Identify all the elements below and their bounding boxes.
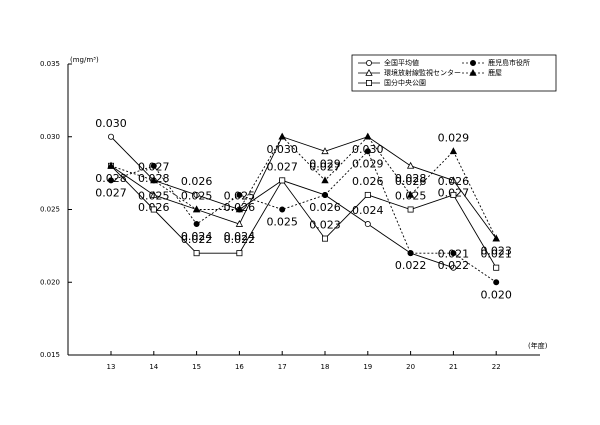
value-label: 0.027 bbox=[138, 160, 170, 173]
x-tick-label: 17 bbox=[278, 363, 287, 371]
x-tick-label: 21 bbox=[449, 363, 458, 371]
data-point bbox=[321, 191, 328, 198]
legend-label: 国分中央公園 bbox=[384, 78, 426, 87]
value-label: 0.026 bbox=[309, 201, 341, 214]
data-point bbox=[450, 191, 457, 198]
legend-label: 環境放射線監視センター bbox=[384, 68, 461, 77]
x-unit-label: (年度) bbox=[528, 341, 548, 350]
data-point bbox=[108, 133, 115, 140]
value-label: 0.026 bbox=[395, 175, 427, 188]
value-label: 0.025 bbox=[138, 190, 170, 203]
x-tick-label: 18 bbox=[321, 363, 330, 371]
x-tick-label: 16 bbox=[235, 363, 244, 371]
data-point bbox=[192, 205, 201, 213]
value-label: 0.024 bbox=[352, 204, 384, 217]
value-label: 0.025 bbox=[266, 216, 298, 229]
data-point bbox=[321, 235, 328, 242]
x-tick-label: 22 bbox=[492, 363, 501, 371]
data-point bbox=[108, 177, 115, 184]
data-point bbox=[493, 264, 500, 271]
y-tick-label: 0.020 bbox=[40, 278, 60, 286]
y-tick-label: 0.030 bbox=[40, 133, 60, 141]
value-label: 0.028 bbox=[395, 172, 427, 185]
data-point bbox=[364, 132, 372, 140]
data-point bbox=[407, 250, 414, 257]
data-point bbox=[279, 177, 286, 184]
series-line bbox=[110, 136, 497, 239]
legend-label: 鹿屋 bbox=[488, 68, 502, 77]
value-label: 0.026 bbox=[438, 175, 470, 188]
data-point bbox=[150, 206, 157, 213]
data-point bbox=[364, 221, 371, 228]
data-point bbox=[150, 162, 157, 169]
data-point bbox=[450, 250, 457, 257]
value-label: 0.027 bbox=[95, 186, 127, 199]
value-label: 0.022 bbox=[224, 233, 256, 246]
data-point bbox=[450, 264, 457, 271]
value-label: 0.027 bbox=[266, 160, 298, 173]
value-label: 0.030 bbox=[266, 143, 298, 156]
data-point bbox=[364, 191, 371, 198]
x-tick-label: 13 bbox=[107, 363, 116, 371]
value-label: 0.029 bbox=[352, 157, 384, 170]
data-point bbox=[235, 205, 244, 213]
value-label: 0.025 bbox=[181, 190, 213, 203]
legend-label: 鹿児島市役所 bbox=[488, 58, 530, 67]
legend-marker bbox=[365, 80, 372, 87]
data-point bbox=[236, 191, 243, 198]
legend-marker bbox=[469, 68, 477, 76]
data-point bbox=[193, 221, 200, 228]
y-tick-label: 0.015 bbox=[40, 351, 60, 359]
data-point bbox=[364, 148, 371, 155]
value-label: 0.020 bbox=[480, 288, 512, 301]
value-label: 0.024 bbox=[181, 230, 213, 243]
y-tick-label: 0.035 bbox=[40, 60, 60, 68]
legend-label: 全国平均値 bbox=[384, 58, 419, 67]
value-label: 0.023 bbox=[309, 219, 341, 232]
data-point bbox=[321, 176, 329, 184]
data-point bbox=[235, 220, 244, 227]
data-point bbox=[449, 147, 458, 155]
data-point bbox=[406, 190, 415, 198]
data-point bbox=[107, 161, 115, 169]
legend-marker bbox=[469, 60, 476, 67]
x-tick-label: 14 bbox=[149, 363, 158, 371]
data-point bbox=[449, 176, 458, 184]
value-label: 0.029 bbox=[309, 157, 341, 170]
data-point bbox=[193, 191, 200, 198]
value-label: 0.025 bbox=[224, 190, 256, 203]
series-line bbox=[110, 150, 497, 283]
legend-box bbox=[351, 54, 557, 92]
data-point bbox=[492, 234, 500, 242]
y-tick-label: 0.025 bbox=[40, 206, 60, 214]
data-point bbox=[407, 206, 414, 213]
value-label: 0.027 bbox=[309, 160, 341, 173]
legend-marker bbox=[365, 60, 372, 67]
data-point bbox=[278, 132, 286, 140]
data-point bbox=[321, 147, 329, 155]
data-point bbox=[493, 279, 500, 286]
value-label: 0.029 bbox=[438, 131, 470, 144]
value-label: 0.026 bbox=[352, 175, 384, 188]
data-point bbox=[406, 161, 415, 169]
value-label: 0.022 bbox=[181, 233, 213, 246]
data-point bbox=[236, 250, 243, 257]
value-label: 0.026 bbox=[181, 175, 213, 188]
value-label: 0.021 bbox=[480, 248, 512, 261]
value-label: 0.022 bbox=[395, 259, 427, 272]
unit-label: (mg/m³) bbox=[70, 56, 99, 64]
value-label: 0.022 bbox=[438, 259, 470, 272]
data-point bbox=[193, 250, 200, 257]
x-tick-label: 19 bbox=[363, 363, 372, 371]
data-point bbox=[279, 206, 286, 213]
data-point bbox=[150, 190, 158, 198]
data-point bbox=[150, 176, 158, 184]
series-line bbox=[110, 165, 497, 268]
legend-marker bbox=[365, 68, 373, 76]
value-label: 0.030 bbox=[95, 117, 127, 130]
x-tick-label: 15 bbox=[192, 363, 201, 371]
x-tick-label: 20 bbox=[406, 363, 415, 371]
